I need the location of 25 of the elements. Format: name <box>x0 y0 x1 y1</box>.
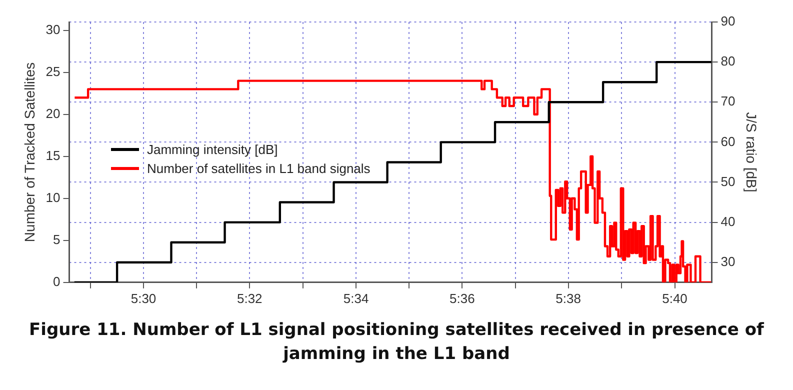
x-tick-label: 5:40 <box>662 290 688 306</box>
x-tick-label: 5:38 <box>556 290 581 306</box>
y2-tick-label: 50 <box>720 174 736 189</box>
text: Figure 11. Number of L1 signal positioning satellites received in presence of jamming in the L1 band <box>28 319 765 366</box>
y2-tick-label: 80 <box>720 54 736 69</box>
y-tick-label: 0 <box>53 274 60 289</box>
x-tick-label: 5:30 <box>130 290 156 306</box>
x-tick-label: 5:36 <box>450 290 475 306</box>
y-tick-label: 30 <box>46 22 60 37</box>
y2-tick-label: 30 <box>720 254 736 269</box>
y2-tick-label: 90 <box>720 14 736 29</box>
x-tick-label: 5:34 <box>343 290 369 306</box>
legend-label: Jamming intensity [dB] <box>147 142 278 157</box>
y-tick-label: 10 <box>46 190 60 205</box>
y2-tick-label: 40 <box>720 214 736 229</box>
y-tick-label: 20 <box>46 106 60 121</box>
legend-label: Number of satellites in L1 band signals <box>147 161 370 176</box>
y2-tick-label: 70 <box>720 94 736 109</box>
y2-tick-label: 60 <box>720 134 736 149</box>
y2-axis-title: J/S ratio [dB] <box>744 112 760 192</box>
y-tick-label: 15 <box>46 148 60 163</box>
y-tick-label: 25 <box>46 64 60 79</box>
y-tick-label: 5 <box>53 232 60 247</box>
x-tick-label: 5:32 <box>236 290 262 306</box>
y-axis-title: Number of Tracked Satellites <box>21 62 38 242</box>
